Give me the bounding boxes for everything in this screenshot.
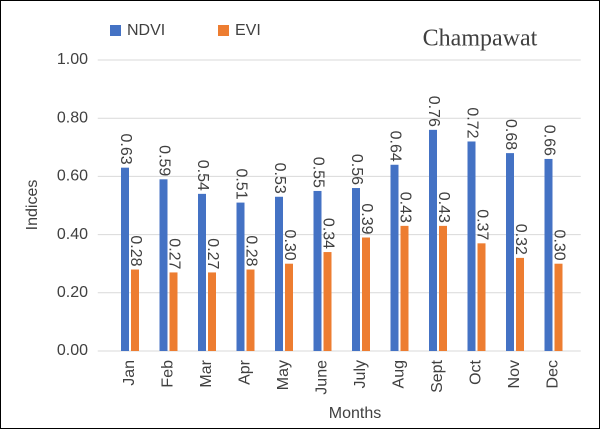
bar: [352, 188, 360, 351]
value-label: 0.76: [425, 96, 442, 127]
x-tick-label: Mar: [198, 359, 215, 387]
bar: [516, 257, 524, 351]
bar: [554, 263, 563, 351]
value-label: 0.68: [502, 119, 519, 150]
value-label: 0.59: [155, 145, 172, 176]
x-tick-label: Nov: [506, 360, 523, 388]
value-label: 0.53: [271, 163, 288, 194]
y-tick-label: 0.80: [57, 109, 88, 126]
value-label: 0.37: [473, 209, 490, 240]
value-label: 0.55: [309, 157, 326, 188]
bar: [362, 237, 370, 351]
x-tick-label: Aug: [391, 360, 408, 388]
x-tick-label: Sept: [429, 359, 446, 392]
legend-swatch: [110, 25, 121, 36]
legend-swatch: [218, 25, 229, 36]
bar: [506, 153, 514, 351]
value-label: 0.54: [194, 160, 211, 191]
x-tick-label: Apr: [237, 359, 254, 385]
y-tick-label: 0.60: [57, 168, 88, 185]
x-tick-label: Feb: [160, 360, 177, 388]
value-label: 0.32: [512, 224, 529, 255]
legend-label: EVI: [235, 22, 261, 39]
value-label: 0.56: [348, 154, 365, 185]
value-label: 0.64: [386, 131, 403, 162]
bar: [400, 225, 409, 351]
bar: [159, 179, 168, 351]
bar: [429, 129, 437, 351]
x-tick-label: Oct: [468, 359, 485, 384]
value-label: 0.63: [117, 134, 134, 165]
y-tick-label: 0.20: [57, 284, 88, 301]
value-label: 0.28: [127, 235, 144, 266]
value-label: 0.28: [242, 235, 259, 266]
bar: [544, 158, 553, 351]
value-label: 0.72: [463, 107, 480, 138]
y-tick-label: 1.00: [57, 51, 88, 68]
bar: [246, 269, 255, 351]
bar: [323, 252, 332, 351]
value-label: 0.39: [358, 203, 375, 234]
bar: [236, 202, 245, 351]
bar: [121, 167, 129, 351]
value-label: 0.27: [165, 238, 182, 269]
bar: [477, 243, 486, 351]
value-label: 0.43: [396, 192, 413, 223]
x-tick-label: Dec: [545, 360, 562, 388]
value-label: 0.51: [232, 168, 249, 199]
x-tick-label: Jan: [121, 360, 138, 386]
bar: [439, 225, 447, 351]
bar: [131, 269, 139, 351]
chart-title: Champawat: [423, 26, 538, 52]
x-tick-label: June: [314, 360, 331, 395]
bar: [285, 263, 293, 351]
value-label: 0.30: [550, 230, 567, 261]
bar: [198, 193, 206, 351]
value-label: 0.66: [540, 125, 557, 156]
legend-label: NDVI: [127, 22, 165, 39]
value-label: 0.43: [435, 192, 452, 223]
y-tick-label: 0.00: [57, 342, 88, 359]
value-label: 0.27: [204, 238, 221, 269]
x-tick-label: July: [352, 360, 369, 388]
y-axis-label: Indices: [24, 180, 41, 231]
bar: [467, 141, 476, 351]
y-tick-label: 0.40: [57, 226, 88, 243]
bar: [313, 190, 322, 351]
bar: [169, 272, 178, 351]
bar: [208, 272, 216, 351]
value-label: 0.30: [281, 230, 298, 261]
x-tick-label: May: [275, 360, 292, 390]
bar: [390, 164, 399, 351]
x-axis-label: Months: [329, 405, 381, 422]
bar: [275, 196, 283, 351]
value-label: 0.34: [319, 218, 336, 249]
